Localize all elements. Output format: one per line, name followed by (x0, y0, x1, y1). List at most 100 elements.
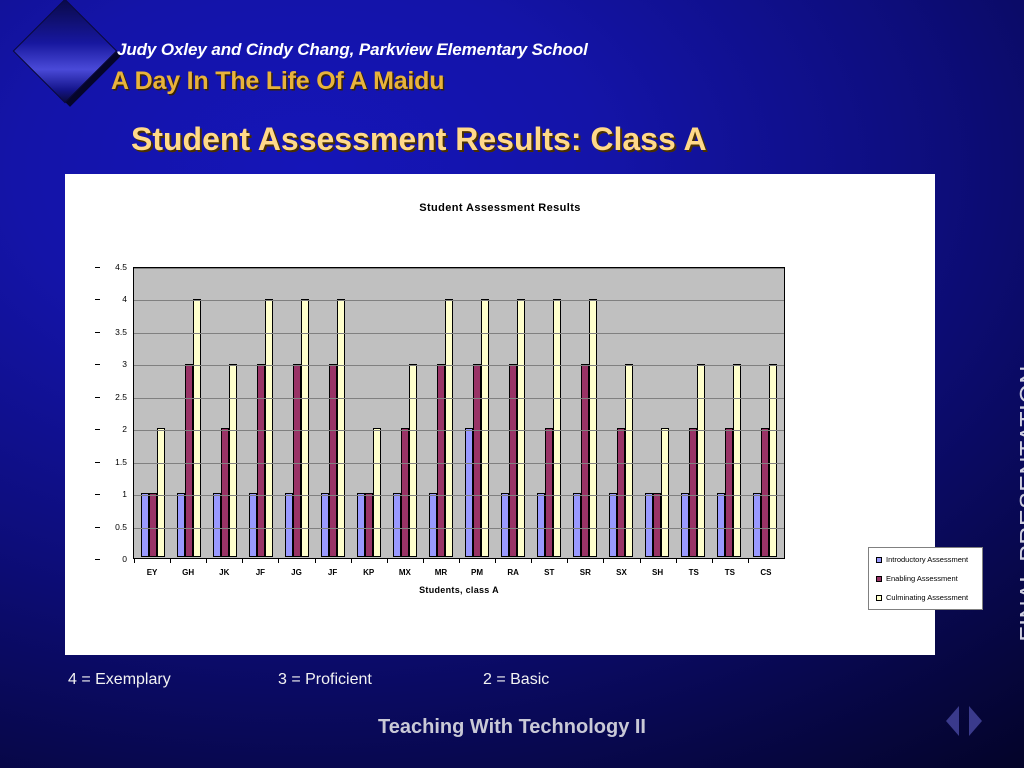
bar (617, 428, 625, 557)
bar (213, 492, 221, 557)
bar (573, 492, 581, 557)
x-axis-tick-label: EY (146, 568, 158, 577)
x-axis-tick-label: JK (219, 568, 230, 577)
x-axis-tick: EY (134, 559, 170, 577)
gridline (134, 397, 784, 399)
x-axis-tick: JF (242, 559, 278, 577)
bar (429, 492, 437, 557)
x-axis-tick-mark (134, 559, 135, 563)
x-axis-tick-label: PM (471, 568, 484, 577)
x-axis-tick-label: MX (398, 568, 411, 577)
y-axis-tick-mark (95, 526, 100, 528)
bar (321, 492, 329, 557)
chart-panel: Student Assessment Results Student Achie… (65, 174, 983, 655)
bar (733, 363, 741, 557)
previous-slide-icon[interactable] (946, 706, 959, 736)
x-axis-tick: PM (458, 559, 495, 577)
x-axis-tick-label: MR (434, 568, 448, 577)
gridline (134, 300, 784, 302)
bar-group (567, 269, 603, 557)
y-axis-tick-label: 4.5 (95, 263, 127, 272)
bar-group (603, 269, 639, 557)
bar (645, 492, 653, 557)
bar (681, 492, 689, 557)
y-axis-ticks: 0 0.5 1 1.5 2 2.5 3 3.5 4 4.5 (95, 260, 127, 566)
x-axis-tick: SX (603, 559, 639, 577)
x-axis-tick-label: SX (616, 568, 627, 577)
bar-group (207, 269, 243, 557)
x-axis-tick-mark (567, 559, 569, 563)
bar (769, 363, 777, 557)
x-axis-tick-label: TS (724, 568, 735, 577)
chart-plot-area: Student Achievement 00.511.522.533.544.5… (95, 263, 785, 731)
bar-group (135, 269, 171, 557)
y-axis-tick-mark (95, 331, 100, 333)
chart-legend: Introductory Assessment Enabling Assessme… (868, 547, 983, 610)
bar (357, 492, 365, 557)
bar-series-container (135, 269, 783, 557)
x-axis-tick: KP (350, 559, 387, 577)
y-axis-tick-mark (95, 267, 100, 268)
bar (437, 363, 445, 557)
x-axis-tick-mark (206, 559, 208, 563)
x-axis-tick-mark (278, 559, 280, 563)
bar (481, 299, 489, 557)
bar (625, 363, 633, 557)
navigation-arrows[interactable] (946, 702, 996, 742)
y-axis-tick-label: 3.5 (95, 328, 127, 337)
bar (177, 492, 185, 557)
x-axis-tick-mark (170, 559, 172, 563)
bar (373, 428, 381, 557)
x-axis-tick-label: SR (579, 568, 591, 577)
y-axis-tick-mark (95, 494, 100, 496)
x-axis-tick: GH (170, 559, 206, 577)
bar (185, 363, 193, 557)
bar-group (639, 269, 675, 557)
scale-key-exemplary: 4 = Exemplary (68, 671, 171, 688)
x-axis-tick-label: CS (760, 568, 772, 577)
bar (717, 492, 725, 557)
bar (141, 492, 149, 557)
bar (221, 428, 229, 557)
gridline (134, 495, 784, 497)
bar (609, 492, 617, 557)
x-axis-tick: TS (675, 559, 712, 577)
bar (149, 492, 157, 557)
bar (409, 363, 417, 557)
x-axis-tick-mark (603, 559, 605, 563)
x-axis-tick-label: GH (182, 568, 195, 577)
y-axis-tick-mark (95, 396, 100, 398)
plot-box (133, 267, 785, 559)
bar-group (171, 269, 207, 557)
bar (329, 363, 337, 557)
x-axis-tick: ST (531, 559, 567, 577)
bar (581, 363, 589, 557)
x-axis-tick: RA (495, 559, 531, 577)
x-axis-ticks: EY GH JK JF JG JF KP MX MR PM RA ST SR SX SH TS TS CS (134, 559, 784, 577)
bar-group (747, 269, 783, 557)
bar (337, 299, 345, 557)
x-axis-tick: SR (567, 559, 603, 577)
next-slide-icon[interactable] (969, 706, 982, 736)
bar-group (675, 269, 711, 557)
x-axis-tick-label: JF (255, 568, 266, 577)
legend-item: Introductory Assessment (876, 555, 976, 564)
bar-group (243, 269, 279, 557)
bar (293, 363, 301, 557)
bar (365, 492, 373, 557)
y-axis-tick-label: 0.5 (95, 523, 127, 532)
bar-group (315, 269, 351, 557)
bar-group (387, 269, 423, 557)
bar (761, 428, 769, 557)
legend-swatch (876, 594, 882, 601)
scale-key: 4 = Exemplary 3 = Proficient 2 = Basic (68, 671, 768, 689)
bar (753, 492, 761, 557)
bar-group (531, 269, 567, 557)
bar (265, 299, 273, 557)
y-axis-tick-mark (95, 461, 100, 463)
bar (653, 492, 661, 557)
bar-group (351, 269, 387, 557)
x-axis-tick: MR (422, 559, 459, 577)
bar-group (711, 269, 747, 557)
